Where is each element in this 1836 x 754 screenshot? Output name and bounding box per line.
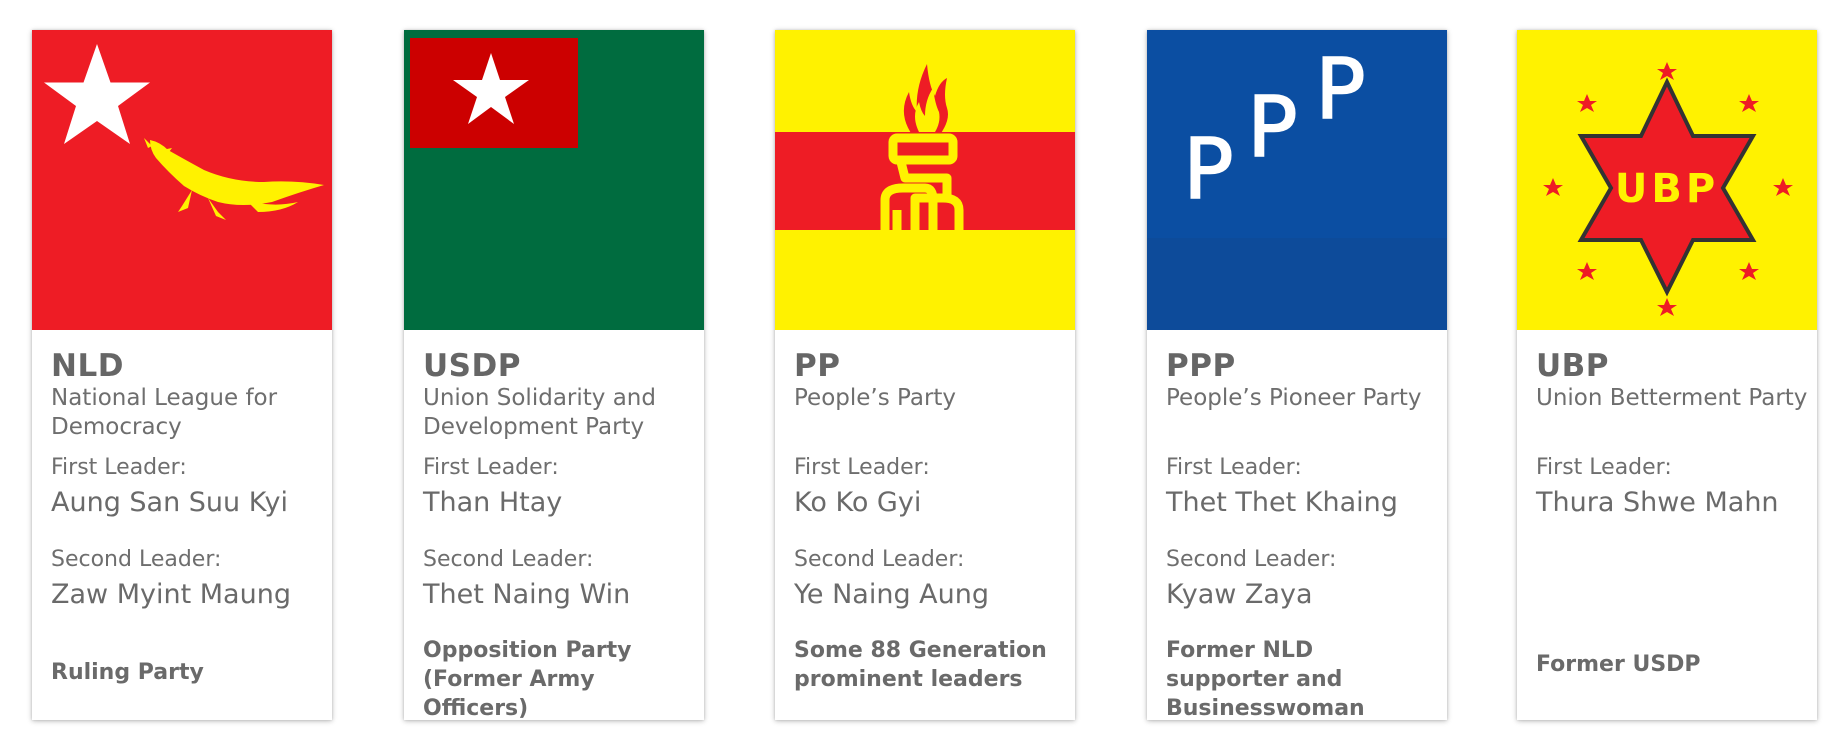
- party-note: Opposition Party (Former Army Officers): [423, 638, 632, 721]
- second-leader-name: Thet Naing Win: [423, 579, 631, 610]
- pp-flag-torch-icon: [775, 30, 1075, 330]
- first-leader-name: Than Htay: [423, 487, 563, 518]
- first-leader-name: Aung San Suu Kyi: [51, 487, 288, 518]
- first-leader-label: First Leader:: [1166, 455, 1302, 480]
- first-leader-name: Thura Shwe Mahn: [1536, 487, 1779, 518]
- second-leader-name: Ye Naing Aung: [794, 579, 990, 610]
- second-leader-label: Second Leader:: [794, 547, 965, 572]
- second-leader-label: Second Leader:: [423, 547, 594, 572]
- second-leader-name: Zaw Myint Maung: [51, 579, 291, 610]
- party-abbr: NLD: [51, 348, 124, 384]
- ppp-letter-1: P: [1183, 120, 1234, 218]
- party-full-name: Union Betterment Party: [1536, 385, 1808, 411]
- party-abbr: PP: [794, 348, 841, 384]
- ppp-flag-letters-icon: P P P: [1147, 30, 1447, 330]
- party-note: Ruling Party: [51, 660, 204, 685]
- first-leader-label: First Leader:: [794, 455, 930, 480]
- ppp-letter-2: P: [1247, 78, 1298, 176]
- first-leader-name: Thet Thet Khaing: [1166, 487, 1398, 518]
- party-card-usdp: USDP Union Solidarity and Development Pa…: [404, 30, 704, 721]
- nld-flag-star-peacock-icon: [32, 30, 332, 330]
- party-card-ppp: P P P PPP People’s Pioneer Party First L…: [1147, 30, 1447, 721]
- first-leader-label: First Leader:: [1536, 455, 1672, 480]
- party-full-name: People’s Pioneer Party: [1166, 385, 1422, 411]
- party-abbr: UBP: [1536, 348, 1610, 384]
- party-abbr: PPP: [1166, 348, 1236, 384]
- first-leader-label: First Leader:: [423, 455, 559, 480]
- usdp-flag-star-icon: [404, 30, 704, 330]
- party-note: Former USDP: [1536, 652, 1701, 677]
- party-card-pp: PP People’s Party First Leader: Ko Ko Gy…: [775, 30, 1075, 720]
- second-leader-name: Kyaw Zaya: [1166, 579, 1313, 610]
- first-leader-name: Ko Ko Gyi: [794, 487, 922, 518]
- party-full-name: National League for Democracy: [51, 385, 278, 440]
- ppp-letter-3: P: [1315, 40, 1366, 138]
- party-note: Former NLD supporter and Businesswoman: [1166, 638, 1365, 721]
- party-full-name: Union Solidarity and Development Party: [423, 385, 656, 440]
- ubp-flag-hexagram-icon: UBP: [1517, 30, 1817, 330]
- party-card-nld: NLD National League for Democracy First …: [32, 30, 332, 720]
- party-full-name: People’s Party: [794, 385, 957, 411]
- second-leader-label: Second Leader:: [1166, 547, 1337, 572]
- party-note: Some 88 Generation prominent leaders: [794, 638, 1047, 692]
- first-leader-label: First Leader:: [51, 455, 187, 480]
- second-leader-label: Second Leader:: [51, 547, 222, 572]
- ubp-flag-text: UBP: [1615, 166, 1719, 212]
- party-card-ubp: UBP UBP Union Betterment Party First Lea…: [1517, 30, 1817, 720]
- party-abbr: USDP: [423, 348, 521, 384]
